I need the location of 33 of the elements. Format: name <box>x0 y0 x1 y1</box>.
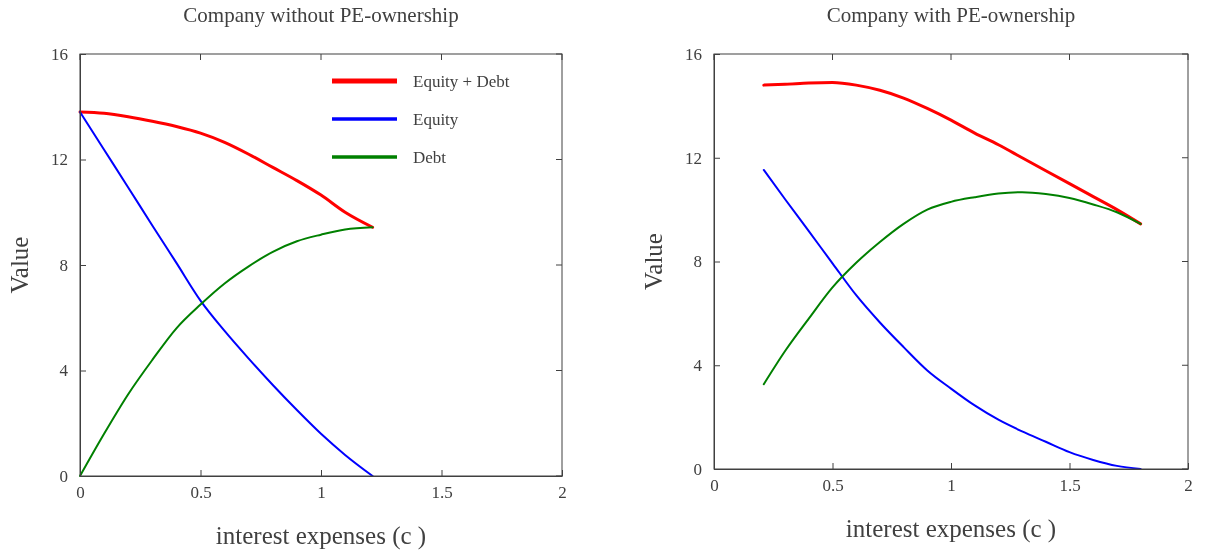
x-axis-title: interest expenses (c ) <box>215 522 427 550</box>
y-tick-label: 4 <box>59 361 69 381</box>
line-series <box>78 110 375 229</box>
y-tick-label: 0 <box>693 459 702 479</box>
y-tick-label: 4 <box>693 356 703 376</box>
y-tick-label: 12 <box>685 148 702 168</box>
x-tick-label: 1 <box>947 476 956 496</box>
x-tick-label: 0.5 <box>190 483 212 503</box>
y-tick-label: 12 <box>51 150 68 170</box>
x-tick-label: 1 <box>317 483 326 503</box>
line-series <box>79 226 374 477</box>
y-tick-label: 16 <box>51 44 68 64</box>
x-tick-label: 1.5 <box>1059 476 1081 496</box>
x-tick-label: 2 <box>1184 476 1193 496</box>
line-series <box>762 191 1142 386</box>
chart-title: Company without PE-ownership <box>183 3 459 27</box>
x-tick-label: 0 <box>76 483 85 503</box>
x-tick-label: 2 <box>558 483 567 503</box>
x-tick-label: 1.5 <box>431 483 453 503</box>
legend-label: Equity <box>413 110 459 129</box>
x-tick-label: 0 <box>710 476 719 496</box>
y-tick-label: 8 <box>59 255 68 275</box>
chart-title: Company with PE-ownership <box>826 3 1076 27</box>
legend-label: Debt <box>413 148 447 167</box>
line-series <box>762 81 1143 226</box>
y-axis-title: Value <box>640 233 667 290</box>
x-tick-label: 0.5 <box>822 476 844 496</box>
y-tick-label: 16 <box>685 44 702 64</box>
line-series <box>79 111 374 477</box>
legend-label: Equity + Debt <box>413 72 510 91</box>
y-tick-label: 8 <box>693 252 702 272</box>
y-axis-title: Value <box>6 236 33 294</box>
x-axis-title: interest expenses (c ) <box>845 515 1057 543</box>
